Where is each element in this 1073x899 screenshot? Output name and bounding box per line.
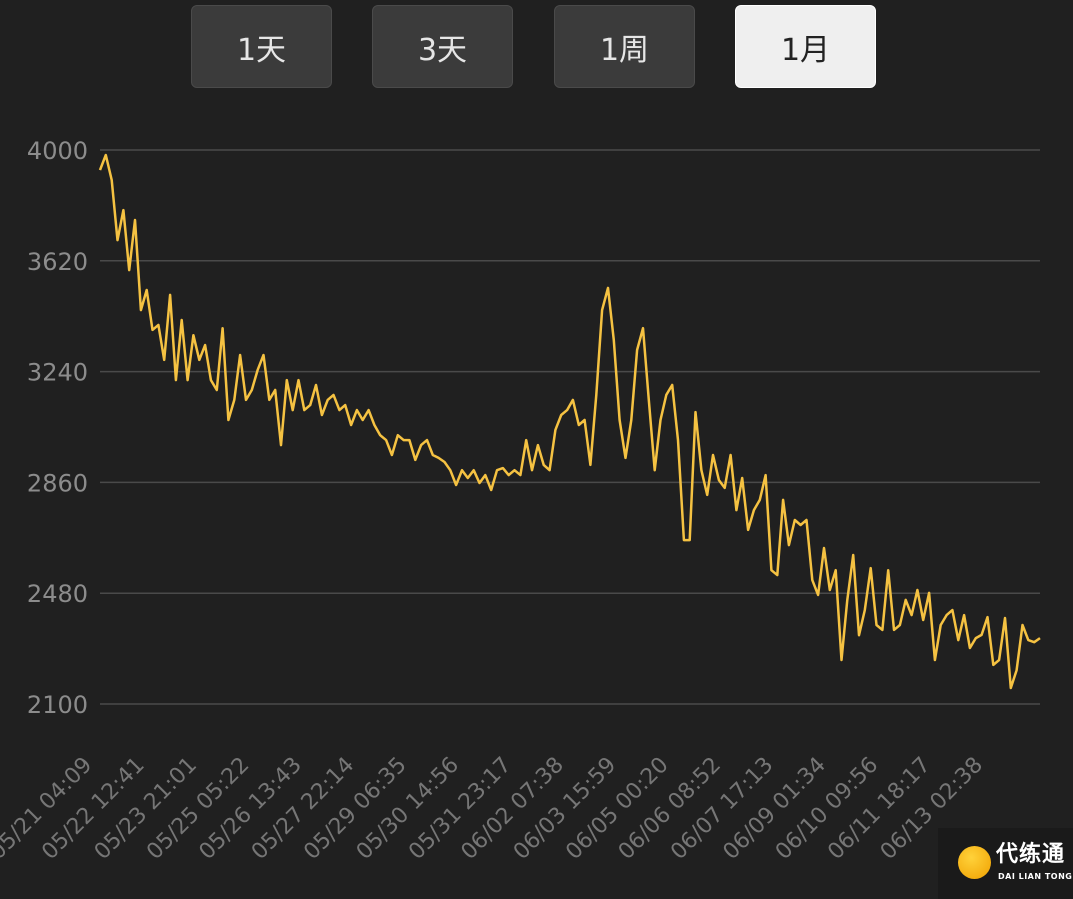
y-tick-label: 2100 <box>27 691 88 719</box>
y-tick-label: 2860 <box>27 469 88 497</box>
logo-name-en: DAI LIAN TONG <box>998 872 1073 881</box>
range-button-3-days[interactable]: 3天 <box>372 5 513 88</box>
y-tick-label: 3240 <box>27 359 88 387</box>
y-tick-label: 4000 <box>27 137 88 165</box>
range-button-1-day[interactable]: 1天 <box>191 5 332 88</box>
y-tick-label: 3620 <box>27 248 88 276</box>
range-button-1-month[interactable]: 1月 <box>735 5 876 88</box>
y-tick-label: 2480 <box>27 580 88 608</box>
logo-emblem-icon <box>958 846 991 879</box>
series-line <box>98 153 1041 690</box>
range-button-1-week[interactable]: 1周 <box>554 5 695 88</box>
logo-name-cn: 代练通 <box>996 842 1066 867</box>
